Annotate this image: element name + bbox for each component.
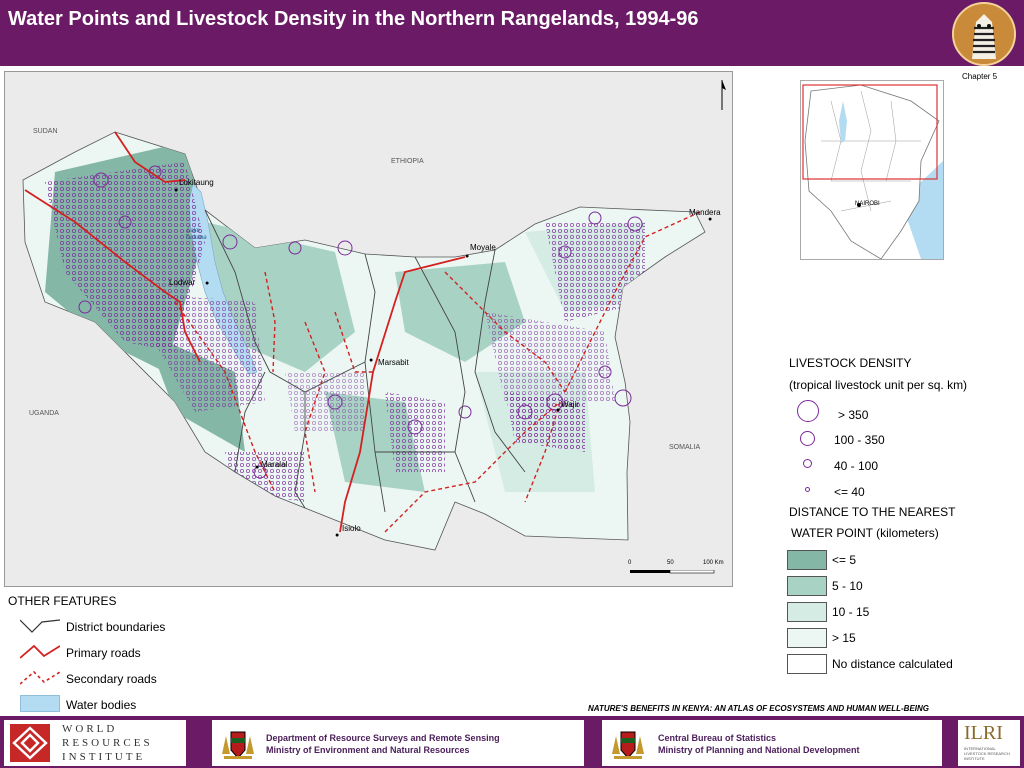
- chapter-label: Chapter 5: [962, 72, 998, 81]
- legend-distance-swatch-5: [787, 654, 827, 674]
- dept1-line1: Department of Resource Surveys and Remot…: [266, 733, 500, 743]
- town-label-moyale: Moyale: [470, 243, 496, 252]
- town-label-mandera: Mandera: [689, 208, 721, 217]
- town-marker-lodwar: ●: [205, 280, 210, 287]
- zebra-logo-icon: [952, 2, 1016, 66]
- legend-distance-class-1: <= 5: [832, 553, 857, 567]
- wri-text-line1: WORLD: [62, 723, 118, 735]
- ilri-subtitle-3: INSTITUTE: [964, 756, 985, 761]
- legend-distance-class-2: 5 - 10: [832, 579, 863, 593]
- header-bar: Water Points and Livestock Density in th…: [0, 0, 1024, 66]
- legend-circle-tiny: [805, 487, 810, 492]
- inset-label-nairobi: NAIROBI: [855, 201, 880, 207]
- footer-bar: WORLD RESOURCES INSTITUTE Department of …: [0, 716, 1024, 768]
- other-feature-district: District boundaries: [66, 620, 166, 634]
- town-marker-mandera: ●: [708, 216, 713, 223]
- town-label-marsabit: Marsabit: [378, 358, 409, 367]
- wri-text-line2: RESOURCES: [62, 737, 153, 749]
- dept2-line2: Ministry of Planning and National Develo…: [658, 745, 860, 755]
- lake-label-line2: Turkana: [185, 235, 207, 241]
- scale-tick-50: 50: [667, 560, 674, 566]
- legend-circle-medium: [800, 431, 815, 446]
- legend-livestock-class-3: 40 - 100: [834, 459, 879, 473]
- town-marker-maralal: ●: [255, 464, 260, 471]
- wri-panel: WORLD RESOURCES INSTITUTE: [4, 720, 186, 766]
- town-label-isiolo: Isiolo: [342, 524, 361, 533]
- district-boundary-icon: [19, 618, 61, 634]
- legend-distance-class-5: No distance calculated: [832, 657, 953, 671]
- country-label-uganda: UGANDA: [29, 410, 59, 417]
- town-marker-moyale: ●: [465, 253, 470, 260]
- north-arrow-icon: [717, 78, 727, 112]
- other-feature-secondary: Secondary roads: [66, 672, 157, 686]
- legend-distance-title-1: DISTANCE TO THE NEAREST: [789, 505, 956, 519]
- secondary-road-icon: [19, 670, 61, 686]
- district-boundaries: [204, 209, 526, 513]
- wri-text-line3: INSTITUTE: [62, 751, 146, 763]
- legend-distance-swatch-3: [787, 602, 827, 622]
- town-marker-isiolo: ●: [335, 532, 340, 539]
- legend-livestock-unit: (tropical livestock unit per sq. km): [789, 378, 968, 392]
- legend-circle-small: [803, 459, 812, 468]
- primary-road-icon: [19, 644, 61, 660]
- main-map[interactable]: SUDAN ETHIOPIA UGANDA SOMALIA Lake Turka…: [4, 71, 733, 587]
- ilri-logo-text: ILRI: [964, 722, 1003, 744]
- town-marker-wajir: ●: [556, 407, 561, 414]
- ilri-panel: ILRI INTERNATIONAL LIVESTOCK RESEARCH IN…: [958, 720, 1020, 766]
- wri-logo-icon: [10, 724, 50, 762]
- legend-circle-large: [797, 400, 819, 422]
- dept2-line1: Central Bureau of Statistics: [658, 733, 777, 743]
- legend-livestock-class-4: <= 40: [834, 485, 865, 499]
- other-features-title: OTHER FEATURES: [8, 594, 117, 608]
- drsrs-panel: Department of Resource Surveys and Remot…: [212, 720, 584, 766]
- scale-bar: 0 50 100 Km: [627, 560, 724, 580]
- town-marker-marsabit: ●: [369, 357, 374, 364]
- legend-livestock-class-2: 100 - 350: [834, 433, 885, 447]
- ilri-subtitle-1: INTERNATIONAL: [964, 746, 996, 751]
- legend-distance-class-3: 10 - 15: [832, 605, 870, 619]
- legend-distance-swatch-4: [787, 628, 827, 648]
- other-feature-water: Water bodies: [66, 698, 137, 712]
- legend-livestock-title: LIVESTOCK DENSITY: [789, 356, 912, 370]
- town-marker-lokitaung: ●: [174, 187, 179, 194]
- town-label-maralal: Maralal: [261, 460, 288, 469]
- other-feature-primary: Primary roads: [66, 646, 141, 660]
- legend-livestock-class-1: > 350: [838, 408, 869, 422]
- town-label-lodwar: Lodwar: [169, 278, 196, 287]
- ilri-subtitle-2: LIVESTOCK RESEARCH: [964, 751, 1010, 756]
- kenya-coat-of-arms-icon: [608, 724, 648, 762]
- legend-distance-swatch-1: [787, 550, 827, 570]
- dept1-line2: Ministry of Environment and Natural Reso…: [266, 745, 470, 755]
- town-label-lokitaung: Lokitaung: [179, 178, 214, 187]
- kenya-coat-of-arms-icon: [218, 724, 258, 762]
- secondary-roads: [174, 211, 701, 533]
- country-label-sudan: SUDAN: [33, 128, 58, 135]
- water-body-swatch: [20, 695, 60, 712]
- primary-roads: [24, 131, 466, 533]
- town-label-wajir: Wajir: [561, 400, 579, 409]
- atlas-subtitle: NATURE'S BENEFITS IN KENYA: AN ATLAS OF …: [588, 704, 930, 713]
- legend-distance-title-2: WATER POINT (kilometers): [791, 526, 939, 540]
- page-title: Water Points and Livestock Density in th…: [8, 8, 699, 30]
- scale-tick-100: 100 Km: [703, 560, 724, 566]
- cbs-panel: Central Bureau of Statistics Ministry of…: [602, 720, 942, 766]
- country-label-ethiopia: ETHIOPIA: [391, 158, 424, 165]
- country-label-somalia: SOMALIA: [669, 444, 701, 451]
- legend-distance-class-4: > 15: [832, 631, 856, 645]
- legend-distance-swatch-2: [787, 576, 827, 596]
- lake-label-line1: Lake: [187, 228, 201, 234]
- scale-tick-0: 0: [628, 560, 632, 566]
- livestock-large-circles: [78, 165, 643, 479]
- inset-map-kenya[interactable]: NAIROBI: [800, 80, 944, 260]
